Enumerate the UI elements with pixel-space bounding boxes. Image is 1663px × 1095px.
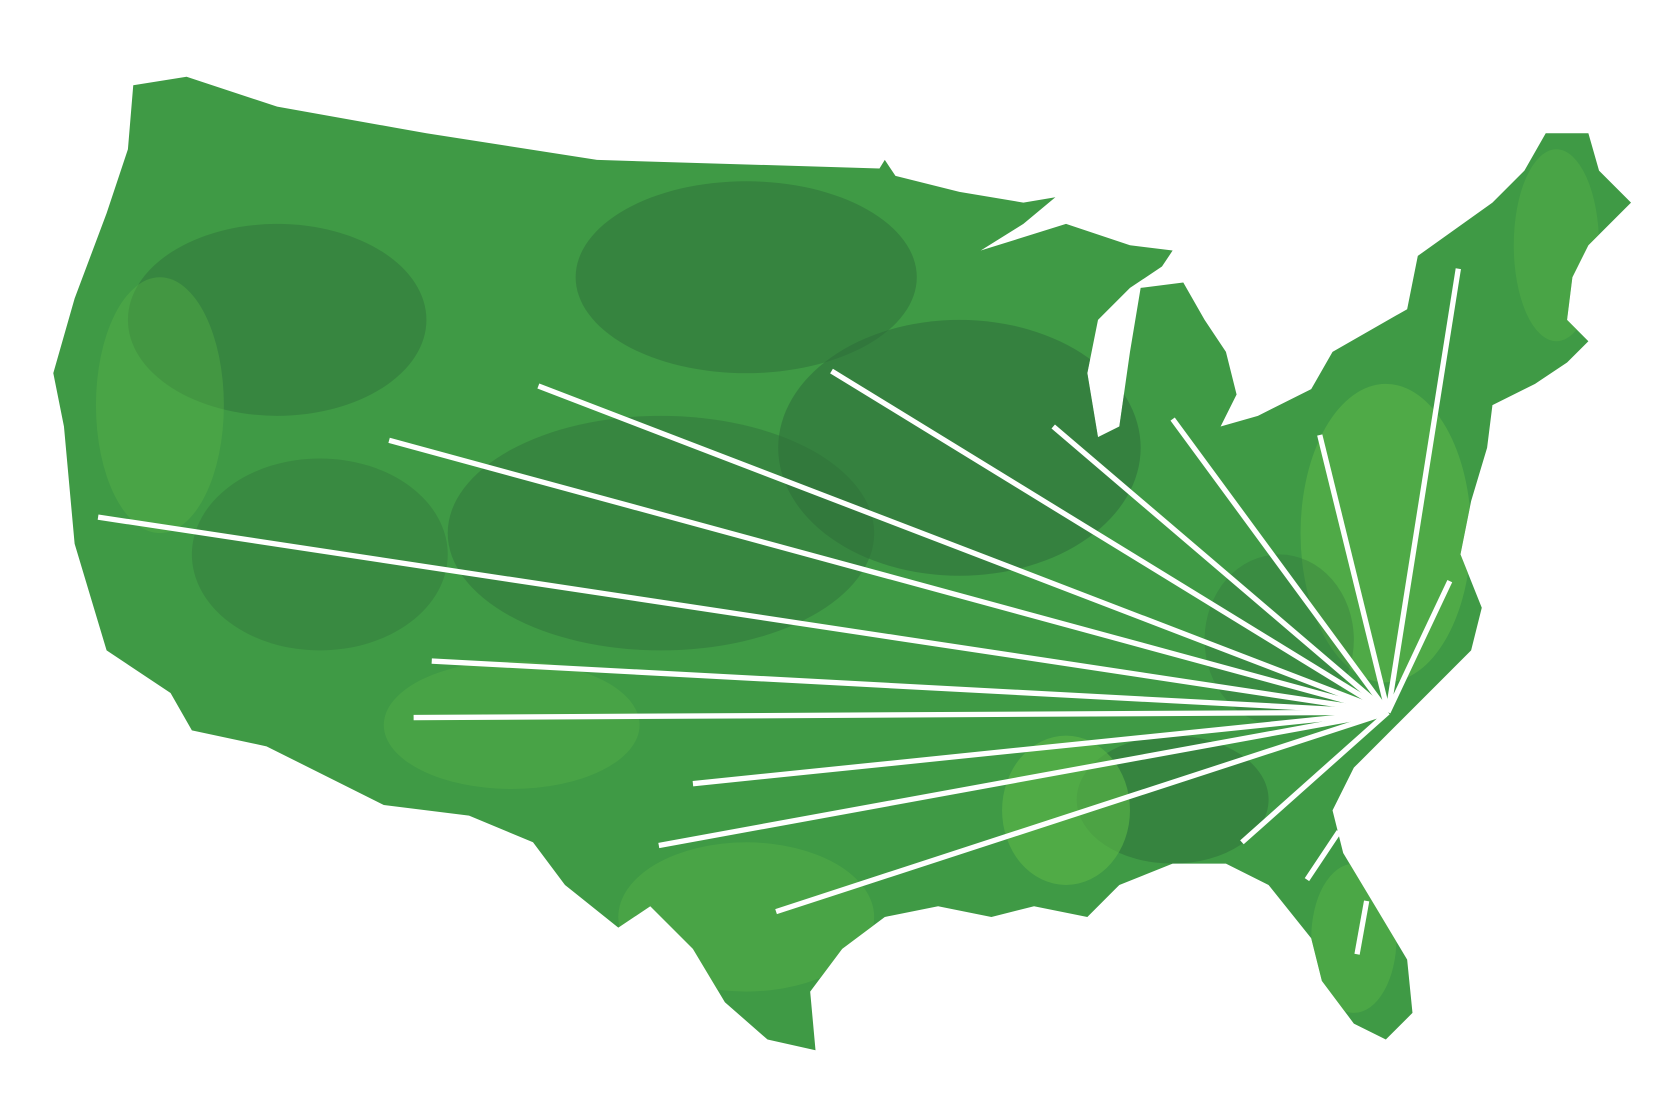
route-line xyxy=(537,383,1389,715)
route-line xyxy=(1385,579,1453,714)
route-line xyxy=(1170,417,1391,714)
route-line xyxy=(1385,268,1461,713)
route-line xyxy=(1317,434,1391,713)
terrain-texture xyxy=(1513,149,1600,342)
route-line xyxy=(413,709,1388,721)
terrain-texture xyxy=(618,842,875,992)
terrain-texture xyxy=(383,661,640,789)
route-line xyxy=(1240,710,1390,845)
route-line xyxy=(658,709,1389,849)
route-line xyxy=(388,437,1389,715)
route-line xyxy=(97,514,1389,715)
terrain-texture xyxy=(127,223,427,416)
route-line xyxy=(431,658,1389,715)
route-line xyxy=(775,709,1389,915)
terrain-texture xyxy=(1002,735,1130,885)
terrain-texture xyxy=(575,181,917,374)
route-line xyxy=(1304,830,1342,882)
route-line xyxy=(830,368,1390,715)
route-lines xyxy=(97,268,1461,955)
terrain-texture xyxy=(191,458,448,651)
terrain-texture xyxy=(447,415,875,651)
terrain-texture xyxy=(1311,863,1397,1013)
route-line xyxy=(692,709,1389,787)
terrain-texture xyxy=(95,277,224,534)
route-line xyxy=(1354,900,1370,955)
route-line xyxy=(1051,424,1390,715)
